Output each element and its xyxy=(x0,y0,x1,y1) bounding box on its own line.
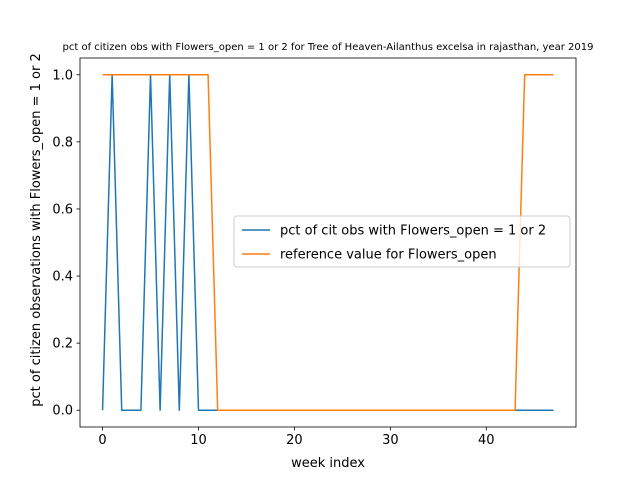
axes-frame xyxy=(79,57,577,428)
x-axis-label: week index xyxy=(291,456,365,471)
y-tick-label: 1.0 xyxy=(52,68,73,83)
x-tick-label: 20 xyxy=(286,433,303,448)
legend-label-1: pct of cit obs with Flowers_open = 1 or … xyxy=(280,224,546,239)
y-tick-label: 0.6 xyxy=(52,202,73,217)
y-tick-label: 0.8 xyxy=(52,135,73,150)
y-tick-label: 0.4 xyxy=(52,270,73,285)
x-tick-label: 30 xyxy=(382,433,399,448)
x-tick-label: 40 xyxy=(478,433,495,448)
x-tick-label: 0 xyxy=(98,433,106,448)
legend-label-2: reference value for Flowers_open xyxy=(280,248,497,263)
x-tick-label: 10 xyxy=(190,433,207,448)
legend: pct of cit obs with Flowers_open = 1 or … xyxy=(233,215,571,268)
y-tick-label: 0.2 xyxy=(52,337,73,352)
y-tick-label: 0.0 xyxy=(52,404,73,419)
legend-box xyxy=(233,215,571,268)
plot-area: 0 10 20 30 40 0.0 0.2 0.4 0.6 0.8 1.0 xyxy=(52,57,577,448)
y-axis-label: pct of citizen observations with Flowers… xyxy=(29,53,44,406)
chart-title: pct of citizen obs with Flowers_open = 1… xyxy=(63,42,594,53)
series-line-2 xyxy=(102,74,554,411)
